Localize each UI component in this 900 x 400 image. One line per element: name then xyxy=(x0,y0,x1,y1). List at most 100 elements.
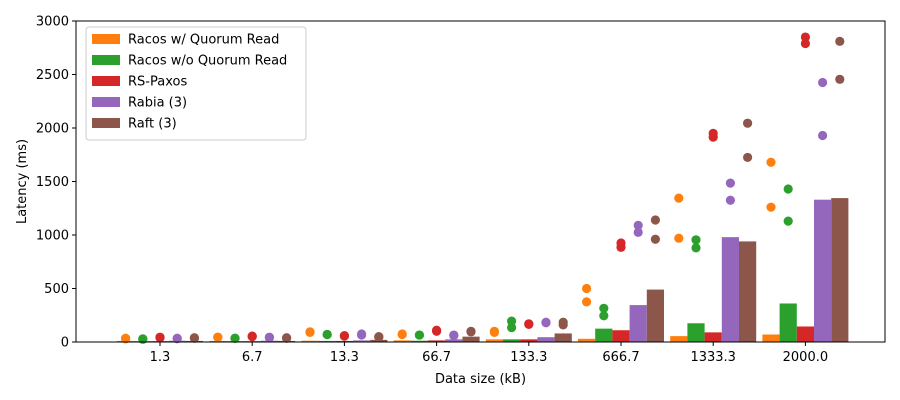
bar xyxy=(646,289,664,342)
bar xyxy=(721,237,739,342)
x-tick-label: 1.3 xyxy=(150,350,171,365)
bar xyxy=(393,340,411,342)
data-point xyxy=(432,326,442,336)
bar xyxy=(578,338,596,342)
data-point xyxy=(558,320,568,330)
x-axis-label: Data size (kB) xyxy=(435,372,526,387)
x-tick-label: 13.3 xyxy=(330,350,359,365)
bar xyxy=(537,337,555,342)
data-point xyxy=(691,235,701,245)
data-point xyxy=(524,319,534,329)
data-point xyxy=(783,184,793,194)
data-point xyxy=(599,303,609,313)
data-point xyxy=(397,329,407,340)
data-point xyxy=(800,32,811,42)
bar xyxy=(814,199,832,342)
data-point xyxy=(489,326,499,336)
legend-label: Racos w/o Quorum Read xyxy=(128,54,287,69)
y-tick-label: 500 xyxy=(44,282,69,297)
y-tick-label: 1000 xyxy=(36,229,69,244)
bar xyxy=(670,336,688,342)
legend-label: Raft (3) xyxy=(128,117,177,132)
y-tick-label: 2000 xyxy=(36,122,69,137)
bar xyxy=(445,339,463,342)
x-tick-label: 2000.0 xyxy=(783,350,829,365)
data-point xyxy=(633,227,643,237)
data-point xyxy=(189,333,199,343)
bar xyxy=(612,330,630,342)
legend-swatch xyxy=(92,55,120,65)
data-point xyxy=(783,216,793,226)
bars-layer xyxy=(117,198,849,343)
legend-swatch xyxy=(92,118,120,128)
y-tick-label: 2500 xyxy=(36,68,69,83)
bar xyxy=(739,241,757,342)
bar xyxy=(595,328,613,343)
x-tick-label: 1333.3 xyxy=(690,350,736,365)
data-point xyxy=(172,334,182,344)
legend-swatch xyxy=(92,97,120,107)
legend-swatch xyxy=(92,76,120,86)
y-tick-label: 1500 xyxy=(36,175,69,190)
bar xyxy=(353,340,371,342)
data-point xyxy=(818,130,828,141)
data-point xyxy=(650,234,661,244)
legend-swatch xyxy=(92,34,120,44)
points-layer xyxy=(121,32,845,344)
x-tick-label: 133.3 xyxy=(510,350,547,365)
data-point xyxy=(743,152,753,163)
data-point xyxy=(766,202,776,212)
bar xyxy=(687,323,705,342)
data-point xyxy=(305,327,315,337)
legend-label: Racos w/ Quorum Read xyxy=(128,33,279,48)
bar xyxy=(301,340,319,342)
data-point xyxy=(708,132,718,142)
bar xyxy=(762,334,780,342)
data-point xyxy=(616,242,626,252)
bar xyxy=(410,340,428,342)
legend-label: RS-Paxos xyxy=(128,75,187,90)
data-point xyxy=(282,333,292,343)
bar xyxy=(335,340,353,342)
data-point xyxy=(339,330,349,341)
data-point xyxy=(766,157,776,167)
bar xyxy=(629,305,647,342)
data-point xyxy=(725,195,736,205)
data-point xyxy=(466,327,476,337)
data-point xyxy=(582,283,592,294)
data-point xyxy=(449,330,459,341)
data-point xyxy=(674,233,684,243)
data-point xyxy=(121,334,131,344)
data-point xyxy=(800,38,811,49)
x-axis: 1.3 6.7 13.3 66.7 133.3 666.7 1333.3 2000.0 xyxy=(150,342,828,365)
data-point xyxy=(725,178,736,188)
data-point xyxy=(633,220,643,230)
data-point xyxy=(599,311,609,321)
data-point xyxy=(674,193,684,203)
x-tick-label: 66.7 xyxy=(422,350,451,365)
bar xyxy=(485,339,503,342)
data-point xyxy=(582,297,592,307)
data-point xyxy=(507,322,517,333)
bar xyxy=(318,340,336,342)
y-tick-label: 0 xyxy=(61,336,69,351)
data-point xyxy=(374,332,384,342)
data-point xyxy=(414,330,424,340)
data-point xyxy=(541,318,551,328)
bar xyxy=(704,332,722,342)
data-point xyxy=(322,329,332,340)
bar xyxy=(796,326,814,342)
data-point xyxy=(247,331,257,341)
bar xyxy=(831,198,849,342)
x-tick-label: 666.7 xyxy=(602,350,639,365)
legend: Racos w/ Quorum Read Racos w/o Quorum Rea… xyxy=(85,26,307,141)
y-axis-label: Latency (ms) xyxy=(15,139,30,224)
bar xyxy=(520,339,538,342)
y-axis: 0 500 1000 1500 2000 2500 3000 xyxy=(36,15,76,351)
y-tick-label: 3000 xyxy=(36,15,69,30)
legend-label: Rabia (3) xyxy=(128,96,187,111)
legend-box xyxy=(85,26,307,141)
data-point xyxy=(357,330,367,340)
bar xyxy=(462,336,480,342)
